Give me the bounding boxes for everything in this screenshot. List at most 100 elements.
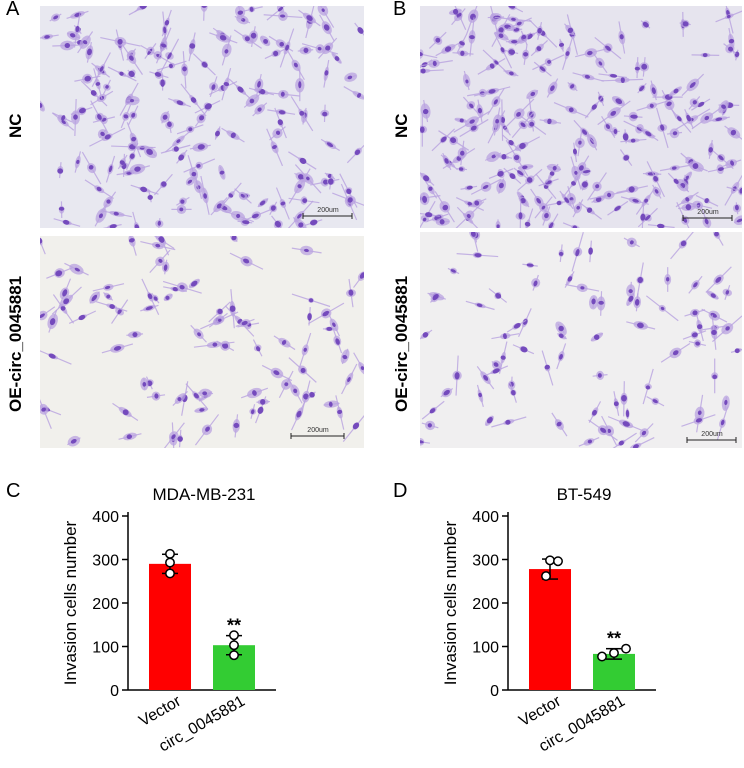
cell: [420, 68, 444, 74]
cell: [590, 332, 604, 342]
cell: [263, 11, 303, 21]
cell: [120, 104, 132, 129]
cell: [668, 86, 682, 97]
cell: [517, 195, 530, 208]
cell: [252, 339, 263, 357]
micrograph-b-oe: [420, 232, 742, 448]
cell: [711, 358, 719, 394]
cell: [561, 36, 574, 70]
cell: [64, 262, 89, 276]
y-tick-label: 0: [110, 683, 119, 700]
cell: [420, 192, 430, 206]
data-point: [545, 555, 555, 566]
cell: [688, 275, 703, 294]
cell: [295, 69, 305, 102]
cell: [517, 164, 534, 171]
cell: [594, 36, 622, 60]
cell: [695, 311, 704, 342]
micrograph-b-nc: [420, 6, 742, 228]
cell: [288, 151, 317, 170]
data-point: [597, 651, 607, 662]
cell: [634, 423, 654, 443]
y-tick-label: 200: [472, 596, 499, 613]
cell: [575, 129, 585, 157]
cell: [623, 237, 640, 248]
cell: [562, 167, 586, 198]
x-tick-label: Vector: [136, 692, 184, 730]
cell: [209, 32, 238, 44]
cell: [154, 236, 170, 256]
cell: [140, 304, 159, 312]
cell: [618, 21, 626, 54]
scale-bar-a-oe: 200um: [290, 427, 345, 439]
cell: [84, 179, 114, 200]
cell: [546, 78, 559, 98]
cell: [323, 59, 330, 88]
cell: [153, 173, 173, 196]
cell: [705, 266, 732, 293]
cell: [455, 197, 485, 211]
cell: [420, 59, 453, 68]
cell: [257, 198, 269, 208]
cell: [496, 178, 507, 194]
cell: [573, 119, 596, 145]
cell: [633, 293, 642, 312]
cell: [53, 218, 81, 227]
cell: [74, 151, 82, 173]
cell: [502, 134, 522, 152]
cell: [125, 142, 139, 170]
cell: [46, 267, 73, 279]
cell: [308, 302, 345, 325]
cell: [447, 267, 460, 275]
cell: [691, 52, 720, 58]
cell: [679, 19, 691, 28]
cell: [467, 232, 479, 252]
cell: [462, 70, 471, 91]
cell: [40, 306, 56, 325]
cell: [307, 307, 312, 326]
cell: [185, 176, 196, 186]
y-tick-label: 400: [92, 509, 119, 526]
cell: [124, 163, 151, 175]
cell: [80, 80, 108, 107]
cell: [470, 178, 502, 195]
cell: [637, 83, 647, 94]
cell: [319, 14, 335, 41]
cell: [482, 49, 510, 75]
y-axis-label: Invasion cells number: [441, 520, 460, 685]
cell: [188, 32, 196, 62]
cell: [646, 396, 665, 407]
cell: [492, 107, 502, 136]
cell: [269, 201, 278, 216]
cell: [346, 278, 356, 308]
cell: [51, 286, 82, 315]
cell: [127, 69, 136, 78]
cell: [682, 330, 707, 340]
cell: [605, 432, 637, 448]
cell: [140, 377, 149, 391]
cell: [261, 364, 293, 382]
cell: [197, 388, 214, 398]
cell: [726, 186, 742, 196]
cell: [421, 400, 445, 420]
bar: [149, 563, 191, 690]
cell: [127, 105, 139, 126]
cell: [228, 78, 254, 102]
cell: [100, 191, 117, 213]
cell: [430, 292, 440, 303]
cell: [275, 187, 290, 220]
cell: [89, 127, 126, 147]
cell: [637, 207, 658, 228]
cell: [506, 319, 527, 333]
data-point: [165, 557, 175, 568]
cell: [147, 192, 153, 203]
cell: [237, 218, 253, 226]
cell: [146, 391, 166, 401]
cell: [304, 219, 323, 226]
cell: [420, 99, 431, 123]
cell: [584, 95, 604, 119]
cell: [647, 223, 675, 228]
cell: [229, 289, 236, 329]
data-point: [621, 643, 631, 654]
cell: [320, 104, 330, 123]
